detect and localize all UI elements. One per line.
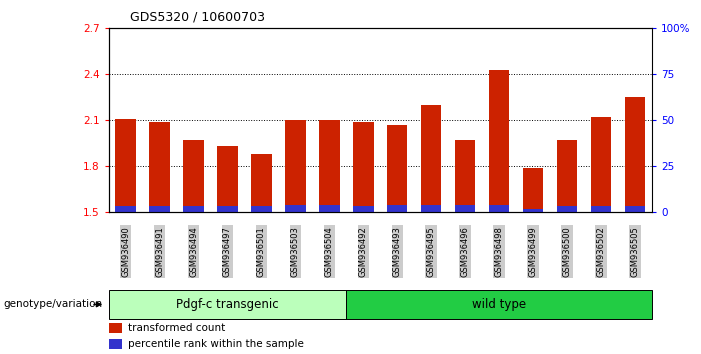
Bar [184, 140, 204, 212]
Bar [625, 206, 645, 212]
Bar [591, 117, 611, 212]
Bar [455, 205, 475, 212]
Text: GSM936492: GSM936492 [359, 226, 368, 277]
Bar [109, 339, 122, 349]
Bar [353, 206, 374, 212]
Bar [184, 206, 204, 212]
Bar [217, 206, 238, 212]
Text: GSM936505: GSM936505 [630, 226, 639, 277]
Bar [149, 206, 170, 212]
Bar [346, 290, 652, 319]
Text: GSM936503: GSM936503 [291, 226, 300, 277]
Bar [251, 154, 272, 212]
Text: GSM936494: GSM936494 [189, 226, 198, 277]
Bar [319, 205, 339, 212]
Text: GSM936497: GSM936497 [223, 226, 232, 277]
Bar [489, 70, 510, 212]
Bar [217, 147, 238, 212]
Bar [489, 205, 510, 212]
Bar [109, 290, 346, 319]
Bar [421, 205, 442, 212]
Text: GSM936502: GSM936502 [597, 226, 606, 277]
Bar [353, 122, 374, 212]
Bar [557, 206, 577, 212]
Text: genotype/variation: genotype/variation [4, 299, 102, 309]
Bar [109, 324, 122, 333]
Bar [116, 206, 136, 212]
Bar [319, 120, 339, 212]
Text: GSM936493: GSM936493 [393, 226, 402, 277]
Text: GSM936504: GSM936504 [325, 226, 334, 277]
Bar [625, 97, 645, 212]
Text: GSM936491: GSM936491 [155, 226, 164, 277]
Text: GSM936496: GSM936496 [461, 226, 470, 277]
Text: GSM936499: GSM936499 [529, 226, 538, 277]
Bar [149, 122, 170, 212]
Text: percentile rank within the sample: percentile rank within the sample [128, 339, 304, 349]
Bar [591, 206, 611, 212]
Text: wild type: wild type [472, 298, 526, 311]
Text: GSM936498: GSM936498 [495, 226, 503, 277]
Bar [523, 168, 543, 212]
Bar [421, 105, 442, 212]
Bar [285, 120, 306, 212]
Bar [116, 119, 136, 212]
Text: GSM936495: GSM936495 [427, 226, 436, 277]
Text: GSM936500: GSM936500 [562, 226, 571, 277]
Text: GSM936501: GSM936501 [257, 226, 266, 277]
Bar [387, 125, 407, 212]
Text: GDS5320 / 10600703: GDS5320 / 10600703 [130, 11, 265, 24]
Bar [285, 205, 306, 212]
Text: GSM936490: GSM936490 [121, 226, 130, 277]
Text: transformed count: transformed count [128, 323, 225, 333]
Bar [251, 206, 272, 212]
Bar [557, 140, 577, 212]
Bar [455, 140, 475, 212]
Text: Pdgf-c transgenic: Pdgf-c transgenic [176, 298, 279, 311]
Bar [523, 209, 543, 212]
Bar [387, 205, 407, 212]
